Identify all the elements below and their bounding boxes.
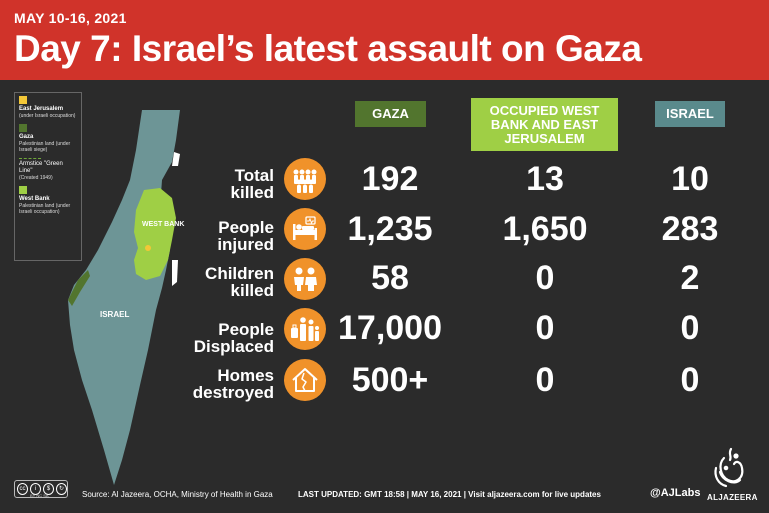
row-label-people-displaced: People Displaced: [180, 321, 274, 355]
legend-title: Gaza: [19, 134, 34, 140]
cc-license-labels: BY NC SA: [30, 493, 49, 498]
west-bank-people-displaced: 0: [535, 309, 555, 347]
family-luggage-icon: [284, 308, 326, 350]
west-bank-children-killed: 0: [535, 259, 555, 297]
hospital-bed-icon: [284, 208, 326, 250]
label-text: People injured: [217, 218, 274, 254]
column-header-gaza: GAZA: [355, 101, 426, 127]
west-bank-people-injured: 1,650: [502, 210, 588, 248]
east-jerusalem-marker: [145, 245, 151, 251]
west-bank-homes-destroyed: 0: [535, 361, 555, 399]
israel-people-injured: 283: [661, 210, 719, 248]
row-label-total-killed: Total killed: [180, 167, 274, 201]
legend-desc: (Created 1949): [19, 175, 53, 181]
gaza-strip: [68, 270, 90, 306]
legend-west-bank: West Bank Palestinian land (under Israel…: [19, 186, 77, 215]
green-line-swatch: [19, 158, 41, 159]
legend-desc: Palestinian land (under Israeli siege): [19, 141, 71, 153]
east-jerusalem-swatch: [19, 96, 27, 104]
west-bank-territory: [134, 188, 176, 280]
israel-homes-destroyed: 0: [680, 361, 700, 399]
gaza-children-killed: 58: [371, 259, 409, 297]
israel-label: ISRAEL: [100, 310, 129, 319]
west-bank-swatch: [19, 186, 27, 194]
date-range: MAY 10-16, 2021: [14, 10, 127, 26]
damaged-house-icon: [284, 359, 326, 401]
israel-total-killed: 10: [671, 160, 709, 198]
page-title: Day 7: Israel’s latest assault on Gaza: [14, 28, 642, 69]
label-text: Homes destroyed: [192, 366, 274, 402]
legend-title: Armstice "Green Line": [19, 161, 63, 174]
legend-desc: Palestinian land (under Israeli occupati…: [19, 203, 71, 215]
map-legend: East Jerusalem (under Israeli occupation…: [14, 92, 82, 261]
gaza-swatch: [19, 124, 27, 132]
label-text: Children killed: [205, 264, 274, 300]
gaza-homes-destroyed: 500+: [351, 361, 429, 399]
noncommercial-icon: $: [43, 483, 54, 495]
west-bank-label: WEST BANK: [142, 221, 184, 228]
cc-icon: cc: [17, 483, 28, 495]
label-text: Total killed: [230, 166, 274, 202]
gaza-people-displaced: 17,000: [338, 309, 442, 347]
west-bank-total-killed: 13: [526, 160, 564, 198]
israel-palestine-map: WEST BANK ISRAEL: [68, 110, 184, 485]
creative-commons-badge: cc i $ ↻: [14, 480, 68, 498]
last-updated-text: LAST UPDATED: GMT 18:58 | MAY 16, 2021 |…: [298, 490, 601, 499]
dead-sea: [172, 260, 178, 286]
israel-children-killed: 2: [680, 259, 700, 297]
aljazeera-wordmark: ALJAZEERA: [707, 493, 758, 502]
sea-of-galilee: [172, 152, 180, 166]
children-icon: [284, 258, 326, 300]
legend-desc: (under Israeli occupation): [19, 113, 76, 119]
row-label-people-injured: People injured: [180, 219, 274, 253]
gaza-total-killed: 192: [361, 160, 419, 198]
header-banner: MAY 10-16, 2021 Day 7: Israel’s latest a…: [0, 0, 769, 80]
legend-green-line: Armstice "Green Line" (Created 1949): [19, 158, 77, 181]
israel-territory: [68, 110, 180, 485]
legend-title: East Jerusalem: [19, 106, 64, 112]
people-group-icon: [284, 158, 326, 200]
legend-title: West Bank: [19, 196, 50, 202]
source-text: Source: Al Jazeera, OCHA, Ministry of He…: [82, 490, 273, 499]
sharealike-icon: ↻: [56, 483, 67, 495]
aljazeera-logo-icon: [714, 447, 744, 488]
legend-gaza: Gaza Palestinian land (under Israeli sie…: [19, 124, 77, 153]
row-label-children-killed: Children killed: [180, 265, 274, 299]
attribution-icon: i: [30, 483, 41, 495]
ajlabs-handle: @AJLabs: [650, 487, 701, 499]
column-header-west-bank: OCCUPIED WEST BANK AND EAST JERUSALEM: [471, 98, 618, 151]
israel-people-displaced: 0: [680, 309, 700, 347]
column-header-israel: ISRAEL: [655, 101, 725, 127]
legend-east-jerusalem: East Jerusalem (under Israeli occupation…: [19, 96, 77, 119]
row-label-homes-destroyed: Homes destroyed: [180, 367, 274, 401]
gaza-people-injured: 1,235: [347, 210, 433, 248]
label-text: People Displaced: [193, 320, 274, 356]
